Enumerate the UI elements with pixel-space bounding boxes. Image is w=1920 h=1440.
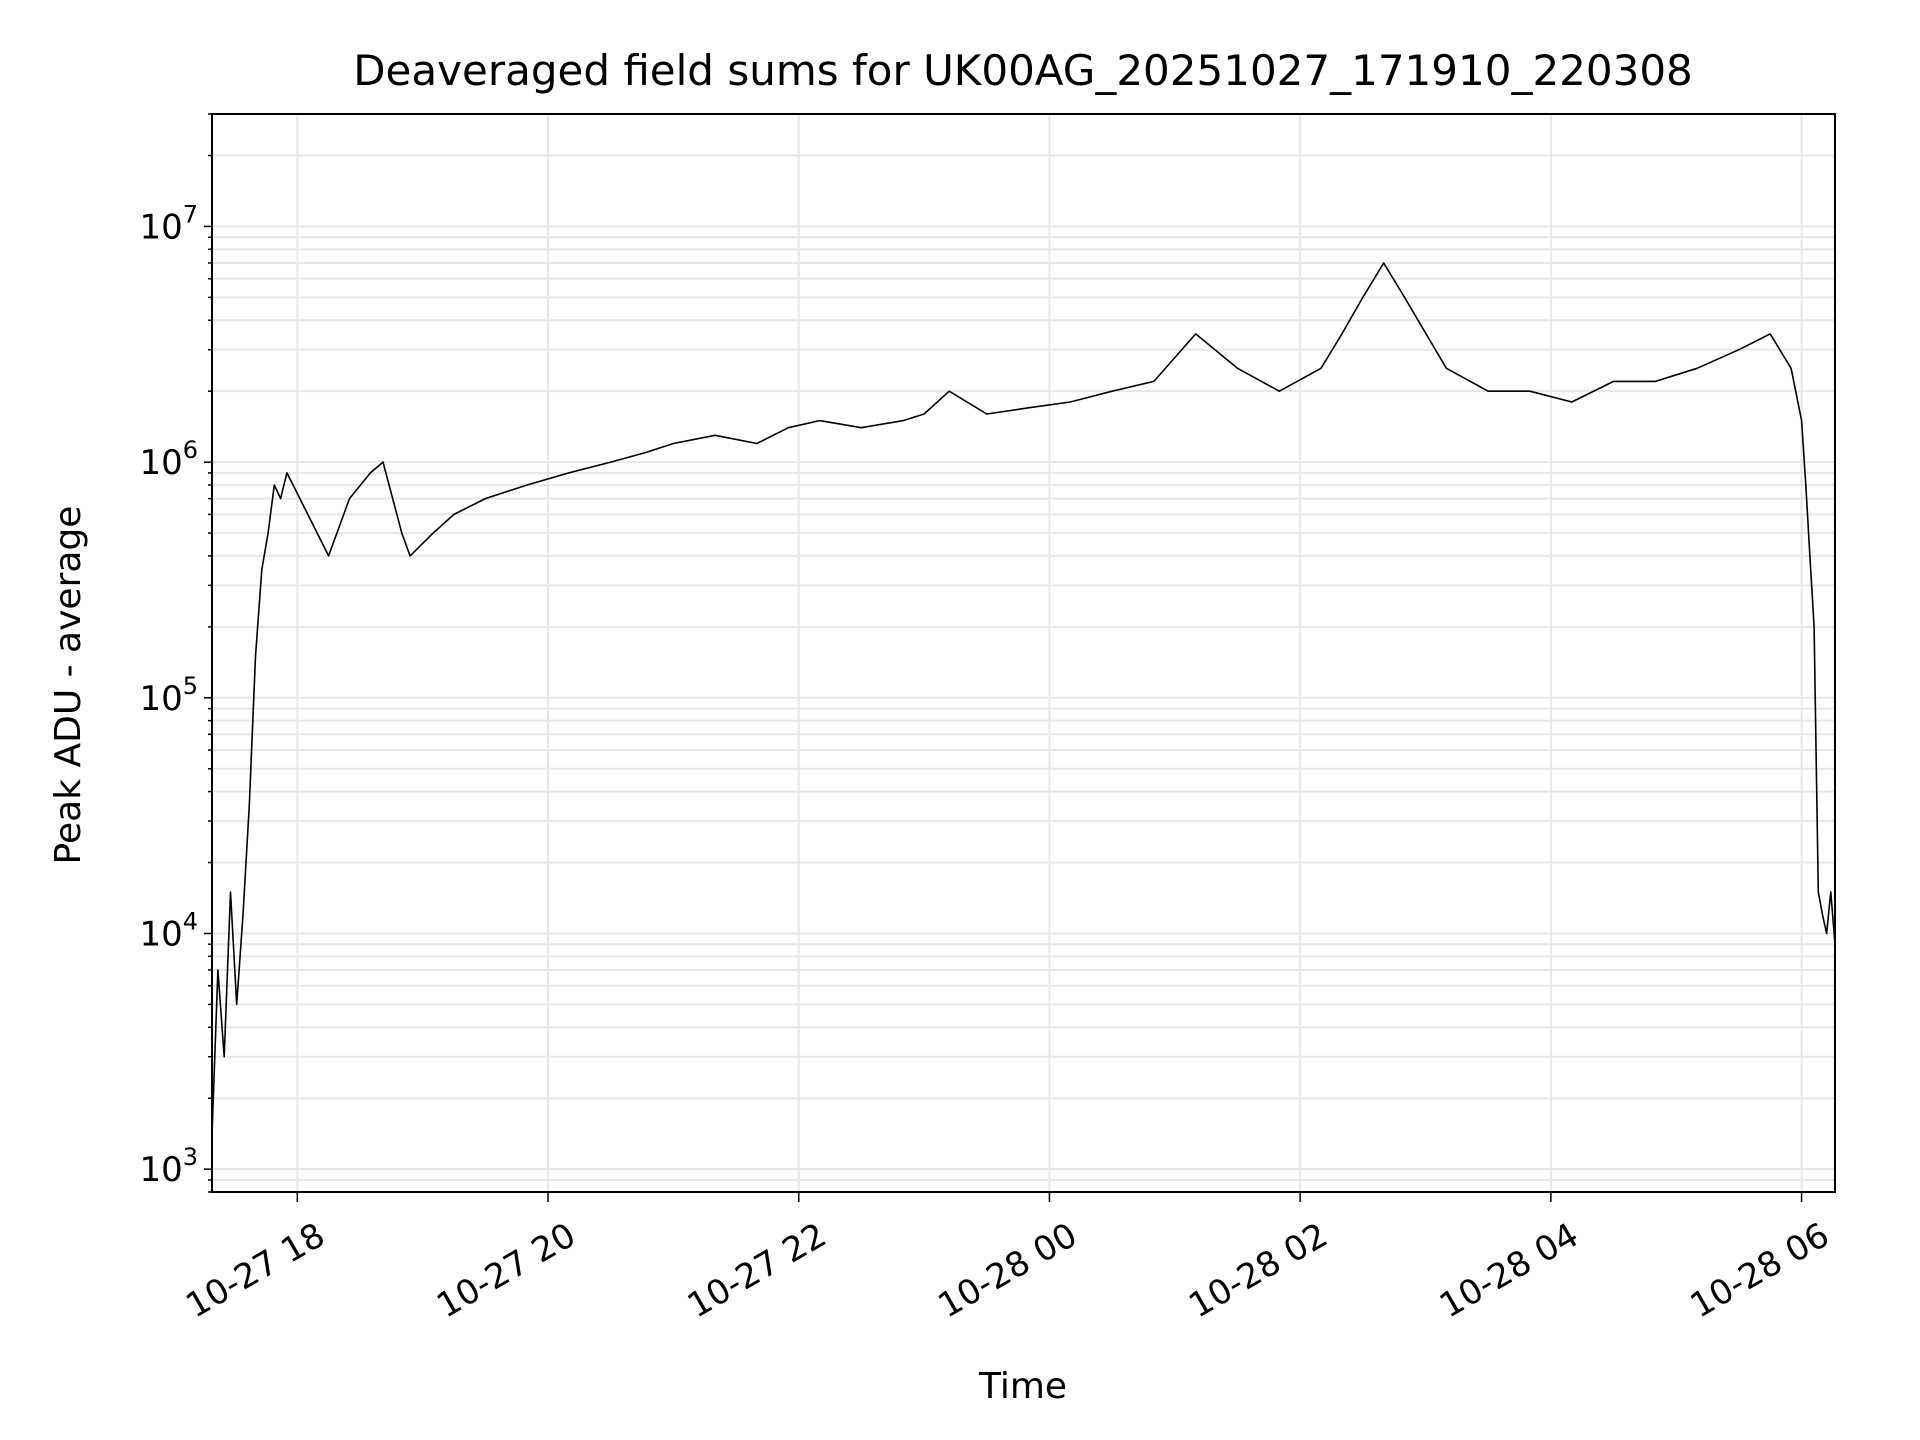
y-tick-label-exponent: 6 [183,436,198,464]
plot-frame [211,113,1836,1193]
y-tick-label: 105 [139,672,198,719]
y-tick-label-base: 10 [139,679,182,719]
y-tick-label-exponent: 3 [183,1143,198,1171]
y-tick-label: 107 [139,200,198,247]
x-axis-label: Time [978,1366,1067,1407]
series-layer [210,262,1836,1143]
y-tick-label-exponent: 7 [183,200,198,228]
y-tick-label: 106 [139,436,198,483]
series-line [210,262,1836,1143]
y-tick-label-base: 10 [139,443,182,483]
y-tick-label-base: 10 [139,1150,182,1190]
y-tick-label-exponent: 4 [183,907,198,935]
y-tick-label-base: 10 [139,914,182,954]
y-axis-label: Peak ADU - average [48,506,89,865]
y-tick-label: 104 [139,907,198,954]
grid [212,113,1835,1193]
y-tick-label: 103 [139,1143,198,1190]
y-tick-label-exponent: 5 [183,672,198,700]
chart-title: Deaveraged field sums for UK00AG_2025102… [353,46,1693,95]
y-tick-label-base: 10 [139,207,182,247]
